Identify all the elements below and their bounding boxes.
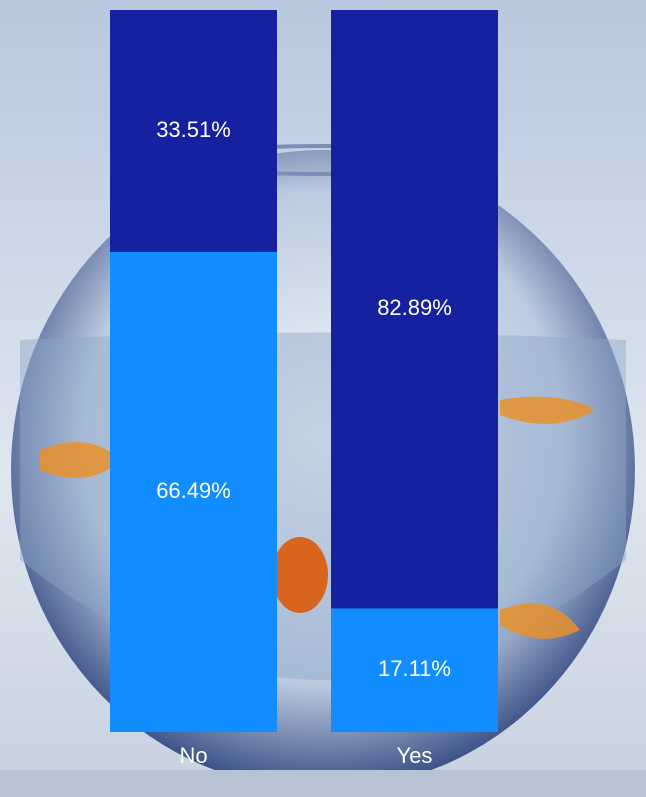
bar-segment bbox=[331, 608, 498, 732]
bar-segment bbox=[331, 10, 498, 609]
bar-segment bbox=[110, 10, 277, 252]
data-label: 17.11% bbox=[378, 656, 451, 681]
x-tick-label: No bbox=[179, 743, 207, 768]
data-label: 33.51% bbox=[156, 117, 231, 142]
data-label: 66.49% bbox=[156, 478, 231, 503]
x-tick-label: Yes bbox=[397, 743, 433, 768]
bar-segment bbox=[110, 251, 277, 732]
data-label: 82.89% bbox=[377, 295, 452, 320]
